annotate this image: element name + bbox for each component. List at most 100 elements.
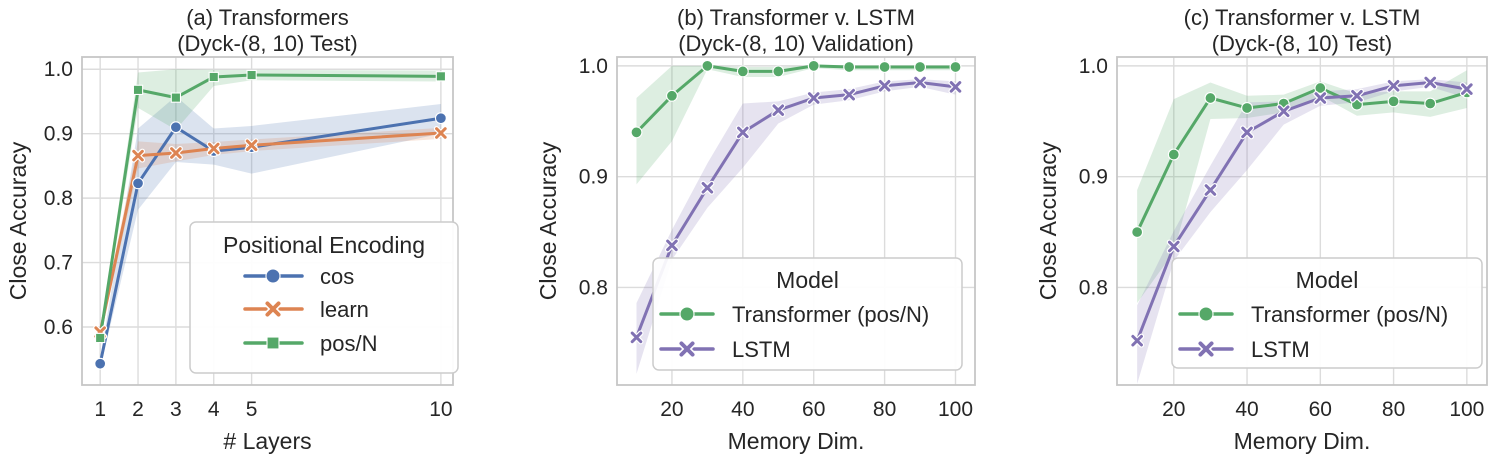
marker-x-lstm: [701, 181, 714, 194]
marker-circle-transformer-pos-n: [630, 126, 643, 139]
chart-b: 20 40 60 80 100 0.8 0.9 1.0 Memory Dim. Close Acc…: [535, 5, 976, 454]
legend-item-label: LSTM: [732, 337, 791, 362]
x-tick-label: 3: [170, 398, 182, 421]
series-line-lstm: [634, 80, 958, 339]
series-band-transformer-pos-n: [1137, 70, 1467, 303]
x-axis-label: Memory Dim.: [1234, 428, 1371, 454]
legend-marker-square: [266, 336, 280, 350]
series-line-learn: [98, 131, 443, 334]
y-tick-label: 0.7: [44, 252, 73, 275]
marker-square-pos-n: [95, 332, 106, 344]
x-tick-label: 80: [873, 398, 896, 421]
legend-item-label: Transformer (pos/N): [1251, 302, 1448, 327]
legend-box: [189, 221, 459, 374]
marker-circle-transformer-pos-n: [701, 59, 714, 72]
legend: Positional Encoding cos learn pos/N: [189, 221, 459, 374]
marker-square-pos-n: [435, 71, 447, 82]
chart-title-line1: (b) Transformer v. LSTM: [677, 5, 915, 30]
marker-square-pos-n: [246, 69, 257, 81]
x-axis-label: Memory Dim.: [728, 428, 865, 454]
legend-item-lstm: LSTM: [659, 337, 791, 362]
legend-item-label: LSTM: [1251, 337, 1310, 362]
marker-x-lstm: [807, 92, 820, 104]
legend-item-label: learn: [320, 297, 369, 322]
marker-circle-transformer-pos-n: [665, 89, 678, 102]
plot-frame: [1116, 56, 1488, 386]
legend-marker-x: [265, 301, 281, 317]
series-band-transformer-pos-n: [636, 65, 956, 185]
series-line-lstm: [1135, 80, 1469, 343]
marker-x-lstm: [630, 331, 643, 344]
marker-circle-transformer-pos-n: [1424, 97, 1437, 110]
y-tick-label: 1.0: [579, 55, 608, 78]
plot-frame: [616, 56, 976, 386]
y-axis-label: Close Accuracy: [1035, 141, 1061, 300]
legend-marker-x: [679, 341, 695, 357]
x-tick-label: 1: [94, 398, 106, 421]
marker-x-lstm: [1131, 334, 1143, 347]
marker-x-lstm: [666, 239, 678, 252]
gridlines: [82, 57, 453, 385]
marker-square-pos-n: [208, 71, 219, 83]
legend-item-transformer-pos-n: Transformer (pos/N): [1178, 302, 1448, 327]
marker-x-learn: [245, 139, 258, 152]
marker-circle-transformer-pos-n: [914, 61, 927, 73]
legend-title: Positional Encoding: [223, 232, 425, 258]
y-tick-label: 0.9: [579, 166, 608, 189]
legend-marker-x: [1198, 341, 1214, 357]
marker-circle-transformer-pos-n: [878, 61, 891, 73]
marker-circle-transformer-pos-n: [736, 65, 749, 78]
marker-square-pos-n: [132, 84, 144, 96]
marker-circle-transformer-pos-n: [1167, 148, 1180, 161]
x-tick-label: 20: [660, 398, 683, 421]
x-axis-label: # Layers: [223, 428, 311, 454]
x-tick-label: 80: [1382, 398, 1405, 421]
x-tick-label: 100: [1449, 398, 1484, 421]
marker-x-learn: [435, 127, 447, 139]
legend: Model Transformer (pos/N) LSTM: [1171, 257, 1483, 369]
y-tick-label: 0.6: [44, 316, 73, 339]
y-tick-label: 1.0: [44, 58, 73, 81]
marker-x-learn: [207, 142, 220, 155]
legend-item-pos-n: pos/N: [243, 331, 377, 356]
marker-x-lstm: [949, 81, 962, 93]
x-tick-label: 60: [802, 398, 825, 421]
legend-item-label: pos/N: [320, 331, 377, 356]
x-tick-label: 2: [132, 398, 144, 421]
chart-title-line1: (c) Transformer v. LSTM: [1184, 5, 1421, 30]
chart-title-line2: (Dyck-(8, 10) Validation): [678, 31, 914, 56]
marker-x-lstm: [1424, 76, 1437, 89]
legend-marker-circle: [1198, 306, 1214, 322]
marker-x-lstm: [843, 88, 855, 101]
marker-x-lstm: [1277, 105, 1290, 118]
marker-circle-cos: [132, 177, 144, 190]
series-line-transformer-pos-n: [634, 64, 958, 134]
marker-circle-transformer-pos-n: [772, 65, 785, 78]
legend-marker-circle: [265, 268, 281, 284]
legend-title: Model: [1296, 267, 1359, 293]
marker-x-lstm: [1241, 126, 1253, 139]
marker-x-lstm: [772, 104, 785, 116]
y-tick-label: 0.8: [579, 276, 608, 299]
y-tick-label: 0.9: [44, 123, 73, 146]
subplot-b: 20 40 60 80 100 0.8 0.9 1.0 Memory Dim. Close Acc…: [500, 0, 1000, 457]
chart-a: 1 2 3 4 5 10 0.6 0.7 0.8 0.9 1.0 # Layers Close Accu…: [5, 5, 459, 454]
marker-circle-transformer-pos-n: [807, 59, 820, 72]
marker-x-lstm: [1351, 89, 1363, 102]
legend-marker-circle: [679, 306, 695, 322]
marker-circle-transformer-pos-n: [1387, 95, 1400, 108]
marker-x-learn: [170, 147, 182, 159]
x-tick-label: 4: [208, 398, 220, 421]
series-line-transformer-pos-n: [1135, 86, 1469, 234]
chart-title-line2: (Dyck-(8, 10) Test): [177, 31, 358, 56]
marker-x-lstm: [1461, 83, 1473, 95]
marker-x-lstm: [878, 80, 891, 92]
x-tick-label: 5: [246, 398, 258, 421]
marker-circle-cos: [94, 357, 107, 370]
legend: Model Transformer (pos/N) LSTM: [652, 257, 963, 371]
x-tick-label: 10: [429, 398, 452, 421]
y-tick-label: 1.0: [1079, 55, 1108, 78]
plot-frame: [81, 56, 454, 386]
subplot-c: 20 40 60 80 100 0.8 0.9 1.0 Memory Dim. Close Acc…: [1000, 0, 1500, 457]
